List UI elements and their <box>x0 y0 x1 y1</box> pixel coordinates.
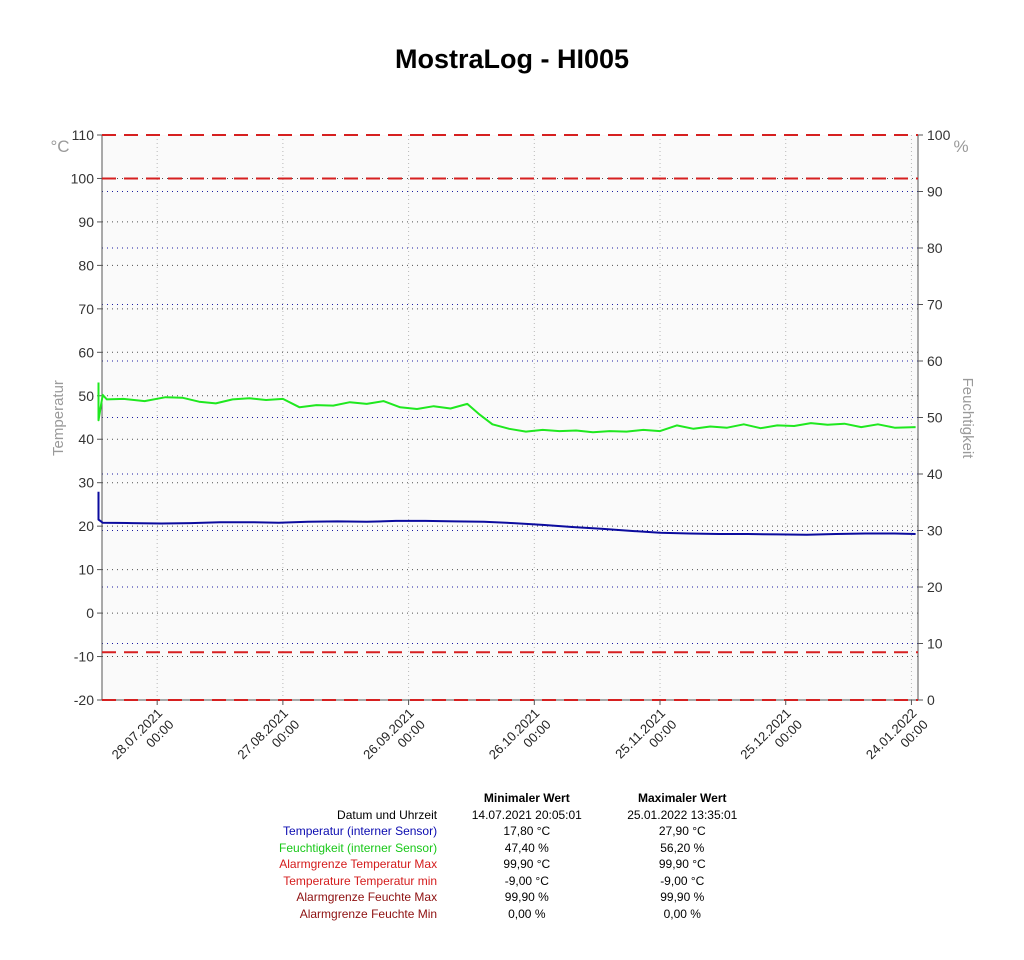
left-tick-label: -20 <box>74 692 94 708</box>
left-tick-label: 80 <box>78 257 94 273</box>
stats-row-max: 25.01.2022 13:35:01 <box>627 807 738 822</box>
left-tick-label: 50 <box>78 388 94 404</box>
right-axis-unit: % <box>953 137 968 156</box>
left-tick-label: 90 <box>78 214 94 230</box>
stats-row-label: Temperature Temperatur min <box>283 873 438 888</box>
stats-table: Minimaler Wert Maximaler Wert Datum und … <box>270 790 760 922</box>
stats-row-min: 99,90 °C <box>503 857 551 871</box>
stats-row-label: Alarmgrenze Temperatur Max <box>279 857 438 871</box>
stats-row-min: 0,00 % <box>508 906 546 921</box>
plot-area <box>102 135 918 700</box>
right-tick-label: 30 <box>927 523 943 539</box>
left-tick-label: 70 <box>78 301 94 317</box>
stats-row-min: 47,40 % <box>504 840 549 855</box>
right-tick-label: 70 <box>927 297 943 313</box>
left-tick-label: 100 <box>71 170 95 186</box>
series-line-humidity <box>97 382 916 434</box>
right-tick-label: 60 <box>927 353 943 369</box>
right-tick-label: 90 <box>927 184 943 200</box>
left-tick-label: 20 <box>78 518 94 534</box>
stats-row: Temperature Temperatur min -9,00 °C -9,00 … <box>270 873 760 890</box>
stats-row: Alarmgrenze Feuchte Max 99,90 % 99,90 % <box>270 889 760 906</box>
right-tick-label: 80 <box>927 240 943 256</box>
stats-row-label: Feuchtigkeit (interner Sensor) <box>279 840 438 855</box>
x-tick-label: 24.01.202200:00 <box>863 706 931 774</box>
stats-row: Alarmgrenze Temperatur Max 99,90 °C 99,90 … <box>270 856 760 873</box>
left-tick-label: 10 <box>78 562 94 578</box>
x-tick-label: 25.11.202100:00 <box>612 706 679 773</box>
right-tick-label: 20 <box>927 579 943 595</box>
right-tick-label: 0 <box>927 692 935 708</box>
left-axis-unit: °C <box>50 137 69 156</box>
left-axis-title: Temperatur <box>50 380 67 456</box>
stats-row-max: 99,90 °C <box>658 857 706 871</box>
x-tick-label: 25.12.202100:00 <box>737 706 805 774</box>
right-tick-label: 50 <box>927 410 943 426</box>
stats-row-label: Alarmgrenze Feuchte Max <box>296 890 438 904</box>
left-tick-label: 30 <box>78 475 94 491</box>
x-tick-label: 26.09.202100:00 <box>360 706 428 774</box>
right-tick-label: 40 <box>927 466 943 482</box>
stats-row-min: 17,80 °C <box>503 824 551 838</box>
stats-header-max: Maximaler Wert <box>638 791 727 805</box>
left-tick-label: 60 <box>78 344 94 360</box>
stats-row-min: 99,90 % <box>504 890 549 904</box>
stats-row-max: 27,90 °C <box>658 824 706 838</box>
stats-row: Datum und Uhrzeit 14.07.2021 20:05:01 25.0… <box>270 807 760 824</box>
stats-header-min: Minimaler Wert <box>483 791 570 805</box>
stats-row-min: -9,00 °C <box>504 873 549 888</box>
stats-row-max: -9,00 °C <box>660 873 705 888</box>
left-tick-label: 40 <box>78 431 94 447</box>
stats-row-min: 14.07.2021 20:05:01 <box>471 807 582 822</box>
stats-row-label: Alarmgrenze Feuchte Min <box>299 906 438 921</box>
stats-row: Alarmgrenze Feuchte Min 0,00 % 0,00 % <box>270 906 760 923</box>
left-tick-label: 0 <box>86 605 94 621</box>
left-tick-label: 110 <box>72 127 95 143</box>
series-line-temperature <box>97 491 916 536</box>
stats-row-max: 99,90 % <box>660 890 705 904</box>
x-tick-label: 26.10.202100:00 <box>486 706 554 774</box>
stats-header-blank <box>270 790 449 807</box>
stats-row: Temperatur (interner Sensor) 17,80 °C 27,9… <box>270 823 760 840</box>
stats-header-row: Minimaler Wert Maximaler Wert <box>270 790 760 807</box>
stats-row: Feuchtigkeit (interner Sensor) 47,40 % 56,… <box>270 840 760 857</box>
x-tick-label: 27.08.202100:00 <box>234 706 302 774</box>
stats-row-max: 56,20 % <box>660 840 705 855</box>
stats-row-label: Temperatur (interner Sensor) <box>283 824 438 838</box>
chart: 1101009080706050403020100-10-20100908070… <box>50 127 976 774</box>
right-tick-label: 100 <box>927 127 951 143</box>
right-tick-label: 10 <box>927 636 943 652</box>
stats-row-label: Datum und Uhrzeit <box>337 807 438 822</box>
x-tick-label: 28.07.202100:00 <box>109 706 177 774</box>
right-axis-title: Feuchtigkeit <box>959 378 976 460</box>
stats-row-max: 0,00 % <box>663 906 701 921</box>
stats-body: Datum und Uhrzeit 14.07.2021 20:05:01 25.0… <box>270 807 760 923</box>
left-tick-label: -10 <box>74 649 94 665</box>
chart-title: MostraLog - HI005 <box>394 44 630 74</box>
